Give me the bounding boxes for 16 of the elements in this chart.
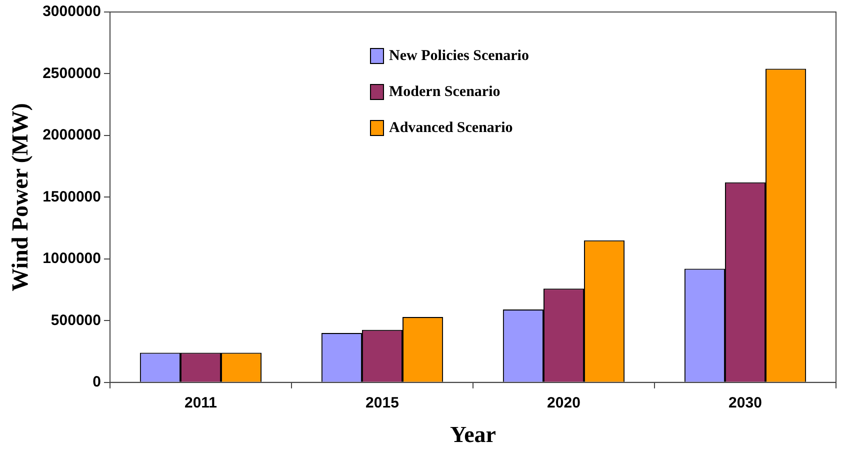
y-tick-label: 1500000 (42, 188, 101, 206)
y-tick-label: 2500000 (42, 64, 101, 82)
x-tick-label: 2015 (366, 394, 399, 412)
legend-label: Advanced Scenario (389, 120, 513, 136)
y-tick-label: 500000 (50, 312, 101, 329)
legend-label: Modern Scenario (389, 84, 500, 100)
x-tick-label: 2030 (728, 394, 762, 412)
y-tick-label: 1000000 (42, 250, 101, 268)
legend-label: New Policies Scenario (389, 48, 529, 64)
y-tick-label: 3000000 (42, 3, 101, 20)
y-tick-label: 2000000 (42, 126, 101, 144)
x-tick-label: 2020 (547, 394, 580, 412)
x-tick-label: 2011 (184, 394, 218, 412)
y-axis-title: Wind Power (MW) (8, 103, 33, 292)
x-axis-title: Year (450, 422, 496, 448)
y-tick-label: 0 (92, 374, 101, 391)
